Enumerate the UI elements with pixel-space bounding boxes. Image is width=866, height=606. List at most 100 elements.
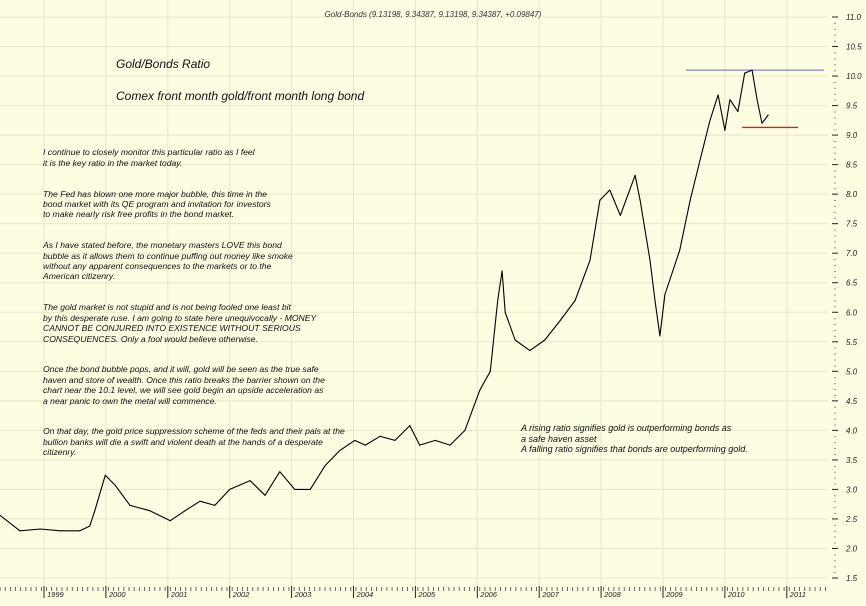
data-point bbox=[724, 129, 726, 131]
data-point bbox=[199, 500, 201, 502]
y-tick-label: 10.5 bbox=[846, 43, 862, 52]
y-minor-tick bbox=[834, 554, 836, 556]
y-minor-tick bbox=[834, 182, 836, 184]
y-minor-tick bbox=[834, 294, 836, 296]
y-minor-tick bbox=[834, 495, 836, 497]
y-minor-tick bbox=[834, 524, 836, 526]
y-tick-label: 8.5 bbox=[846, 161, 858, 170]
y-minor-tick bbox=[834, 64, 836, 66]
x-axis: 1999 2000 2001 2002 2003 2004 2005 2006 2007 2008… bbox=[0, 586, 826, 599]
data-point bbox=[309, 488, 311, 490]
data-point bbox=[599, 199, 601, 201]
y-minor-tick bbox=[834, 353, 836, 355]
data-point bbox=[409, 425, 411, 427]
y-minor-tick bbox=[834, 448, 836, 450]
y-tick-label: 6.0 bbox=[846, 308, 858, 317]
chart-title-block: Gold/Bonds Ratio Comex front month gold/… bbox=[116, 40, 364, 120]
y-minor-tick bbox=[834, 70, 836, 72]
data-point bbox=[94, 510, 96, 512]
x-tick-label: 2001 bbox=[170, 590, 188, 599]
data-point bbox=[354, 439, 356, 441]
data-point bbox=[767, 114, 769, 116]
data-point bbox=[634, 174, 636, 176]
y-minor-tick bbox=[834, 424, 836, 426]
y-minor-tick bbox=[834, 117, 836, 119]
y-minor-tick bbox=[834, 259, 836, 261]
y-tick-label: 7.5 bbox=[846, 220, 858, 229]
y-minor-tick bbox=[834, 365, 836, 367]
data-point bbox=[744, 72, 746, 74]
y-tick-label: 9.5 bbox=[846, 102, 858, 111]
y-minor-tick bbox=[834, 235, 836, 237]
x-tick-label: 2006 bbox=[479, 590, 498, 599]
y-minor-tick bbox=[834, 465, 836, 467]
y-minor-tick bbox=[834, 276, 836, 278]
x-tick-label: 2008 bbox=[603, 590, 622, 599]
data-point bbox=[249, 480, 251, 482]
data-point bbox=[559, 320, 561, 322]
data-point bbox=[529, 350, 531, 352]
x-tick-label: 2007 bbox=[541, 590, 560, 599]
y-minor-tick bbox=[834, 158, 836, 160]
data-point bbox=[574, 299, 576, 301]
y-minor-tick bbox=[834, 513, 836, 515]
y-minor-tick bbox=[834, 436, 836, 438]
y-minor-tick bbox=[834, 123, 836, 125]
y-minor-tick bbox=[834, 329, 836, 331]
y-minor-tick bbox=[834, 471, 836, 473]
y-minor-tick bbox=[834, 229, 836, 231]
data-point bbox=[39, 528, 41, 530]
y-minor-tick bbox=[834, 217, 836, 219]
y-minor-tick bbox=[834, 453, 836, 455]
y-minor-tick bbox=[834, 111, 836, 113]
y-minor-tick bbox=[834, 394, 836, 396]
y-minor-tick bbox=[834, 93, 836, 95]
y-minor-tick bbox=[834, 188, 836, 190]
data-point bbox=[504, 311, 506, 313]
y-minor-tick bbox=[834, 383, 836, 385]
data-point bbox=[449, 444, 451, 446]
y-minor-tick bbox=[834, 81, 836, 83]
y-tick-label: 3.5 bbox=[846, 456, 858, 465]
data-point bbox=[434, 439, 436, 441]
y-minor-tick bbox=[834, 318, 836, 320]
data-point bbox=[737, 110, 739, 112]
data-point bbox=[497, 299, 499, 301]
chart-header: Gold-Bonds (9.13198, 9.34387, 9.13198, 9… bbox=[324, 10, 542, 19]
x-tick-label: 2002 bbox=[232, 590, 251, 599]
y-minor-tick bbox=[834, 288, 836, 290]
y-tick-label: 2.5 bbox=[845, 515, 858, 524]
y-minor-tick bbox=[834, 335, 836, 337]
grid bbox=[0, 0, 828, 586]
y-minor-tick bbox=[834, 477, 836, 479]
data-point bbox=[114, 484, 116, 486]
data-point bbox=[419, 444, 421, 446]
y-minor-tick bbox=[834, 152, 836, 154]
data-point bbox=[659, 335, 661, 337]
commentary-paragraph: Once the bond bubble pops, and it will, … bbox=[43, 364, 325, 406]
data-point bbox=[214, 504, 216, 506]
data-point bbox=[489, 370, 491, 372]
y-tick-label: 10.0 bbox=[846, 72, 862, 81]
y-minor-tick bbox=[834, 442, 836, 444]
data-point bbox=[589, 259, 591, 261]
series bbox=[0, 69, 769, 532]
data-point bbox=[279, 471, 281, 473]
data-point bbox=[689, 199, 691, 201]
y-minor-tick bbox=[834, 265, 836, 267]
y-tick-label: 5.5 bbox=[846, 338, 858, 347]
data-point bbox=[639, 199, 641, 201]
y-minor-tick bbox=[834, 87, 836, 89]
y-minor-tick bbox=[834, 22, 836, 24]
y-minor-tick bbox=[834, 530, 836, 532]
y-minor-tick bbox=[834, 406, 836, 408]
y-tick-label: 3.0 bbox=[846, 485, 858, 494]
data-point bbox=[729, 99, 731, 101]
y-minor-tick bbox=[834, 501, 836, 503]
y-tick-label: 7.0 bbox=[846, 249, 858, 258]
y-minor-tick bbox=[834, 146, 836, 148]
x-tick-label: 2005 bbox=[417, 590, 436, 599]
y-tick-label: 11.0 bbox=[846, 13, 862, 22]
data-point bbox=[756, 99, 758, 101]
data-point bbox=[609, 189, 611, 191]
